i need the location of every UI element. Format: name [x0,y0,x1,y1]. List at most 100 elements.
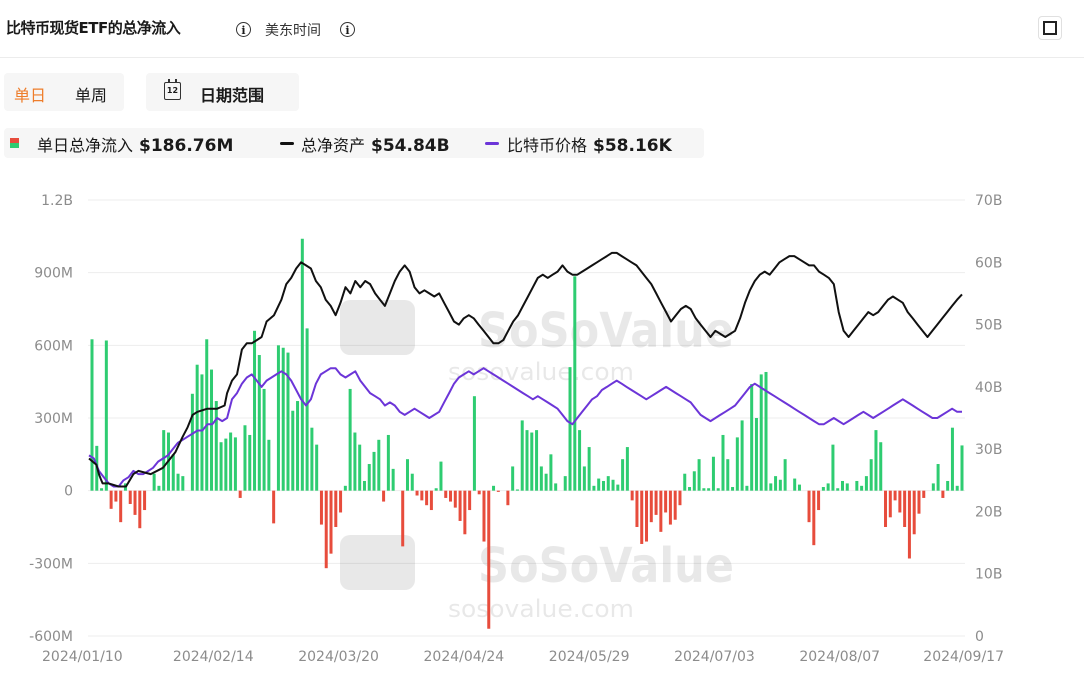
bar [582,466,586,491]
x-tick-label: 2024/07/03 [674,649,755,665]
bar [721,434,725,491]
bar [468,490,472,511]
bar [922,490,926,498]
bar [683,473,687,491]
bar [797,484,801,491]
bar [678,490,682,506]
bar [181,476,185,491]
info-icon[interactable]: i [236,22,251,37]
tab-weekly[interactable]: 单周 [75,86,108,105]
legend-item-inflow[interactable]: 单日总净流入 $186.76M [37,132,233,156]
y-left-tick-label: 0 [64,484,73,500]
bar [745,485,749,491]
fullscreen-icon[interactable] [1038,16,1062,40]
bar [668,490,672,525]
bar [535,430,539,491]
legend-swatch-price [485,142,499,145]
bar [707,488,711,491]
bar [463,490,467,535]
bar [903,490,907,527]
x-tick-label: 2024/02/14 [173,649,254,665]
bar [611,479,615,491]
bar [793,478,797,491]
bar [420,490,424,501]
bar [377,439,381,491]
bar [358,444,362,491]
bar [405,459,409,491]
bar [740,420,744,491]
bar [592,485,596,491]
bar [917,490,921,514]
bar [458,490,462,521]
bar [869,459,873,491]
legend-value: $186.76M [139,136,234,156]
bar [415,490,419,496]
bar [821,487,825,491]
x-tick-label: 2024/01/10 [42,649,123,665]
bar [496,490,500,492]
bar [621,459,625,491]
bar [286,352,290,491]
y-right-tick-label: 50B [975,318,1002,334]
bar [176,473,180,491]
bar [492,485,496,491]
bar [243,425,247,491]
bar [735,437,739,491]
bar [210,369,214,491]
bar [840,480,844,491]
bar [659,490,663,532]
bar [219,442,223,491]
y-right-tick-label: 20B [975,504,1002,520]
bar [114,490,118,502]
bar [884,490,888,527]
bar [190,393,194,491]
bar [750,384,754,491]
bar [578,430,582,491]
date-range-button[interactable]: 12 日期范围 [146,73,299,111]
bar [549,454,553,491]
bar [697,459,701,491]
bar [315,444,319,491]
bar [544,473,548,491]
bar [171,454,175,491]
bar [826,483,830,491]
bar [162,430,166,491]
x-tick-label: 2024/03/20 [298,649,379,665]
x-tick-label: 2024/04/24 [424,649,505,665]
bar [530,432,534,491]
bar [348,388,352,491]
watermark-brand: SoSoValue [478,303,734,359]
bar [410,473,414,491]
bar [138,490,142,529]
bar [692,471,696,491]
legend-item-price[interactable]: 比特币价格 $58.16K [507,132,672,156]
bar [506,490,510,506]
tab-daily[interactable]: 单日 [14,86,47,105]
bar [310,427,314,491]
calendar-icon: 12 [164,79,181,100]
y-left-tick-label: -300M [29,556,73,572]
bar [343,485,347,491]
bar [874,430,878,491]
bar [472,396,476,491]
legend-label: 比特币价格 [507,136,588,155]
bar [449,490,453,502]
timezone-info-icon[interactable]: i [340,22,355,37]
watermark-logo-icon [340,300,415,355]
y-left-tick-label: -600M [29,629,73,645]
bar [616,484,620,491]
bar [439,461,443,491]
legend-item-assets[interactable]: 总净资产 $54.84B [301,132,450,156]
legend-value: $54.84B [371,136,450,156]
bar [774,476,778,491]
y-left-tick-label: 1.2B [41,193,73,209]
bar [649,490,653,523]
x-tick-label: 2024/05/29 [549,649,630,665]
bar [90,339,94,491]
bar [453,490,457,508]
bar [305,328,309,491]
bar [654,490,658,515]
bar [477,490,481,495]
bar [754,418,758,491]
